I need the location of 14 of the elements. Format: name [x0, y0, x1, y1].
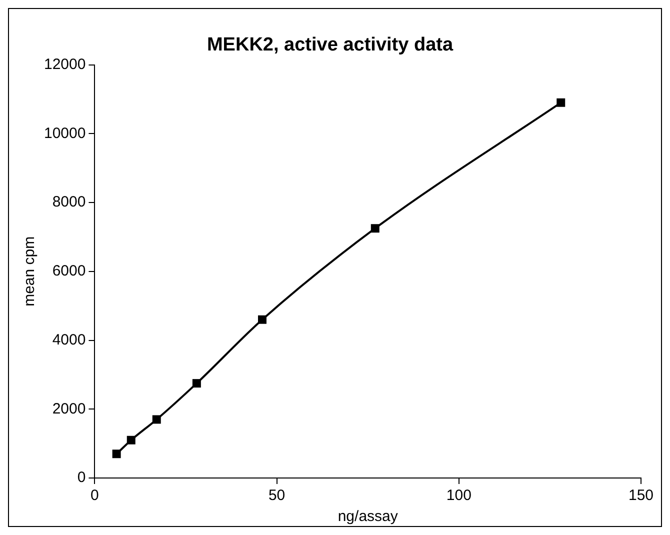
x-tick-label: 100 [446, 487, 472, 504]
x-tick-label: 150 [628, 487, 654, 504]
x-tick-label: 50 [268, 487, 286, 504]
y-axis-title: mean cpm [21, 236, 38, 306]
y-tick-label: 12000 [44, 56, 86, 73]
y-tick-label: 10000 [44, 124, 86, 142]
y-tick-label: 4000 [52, 331, 86, 348]
x-tick-label: 0 [90, 487, 99, 504]
y-tick-label: 6000 [52, 262, 86, 280]
chart-title: MEKK2, active activity data [206, 34, 454, 56]
y-tick-label: 2000 [52, 400, 86, 418]
x-axis-title: ng/assay [338, 508, 398, 526]
y-tick-label: 0 [77, 469, 86, 486]
y-tick-label: 8000 [52, 194, 86, 211]
